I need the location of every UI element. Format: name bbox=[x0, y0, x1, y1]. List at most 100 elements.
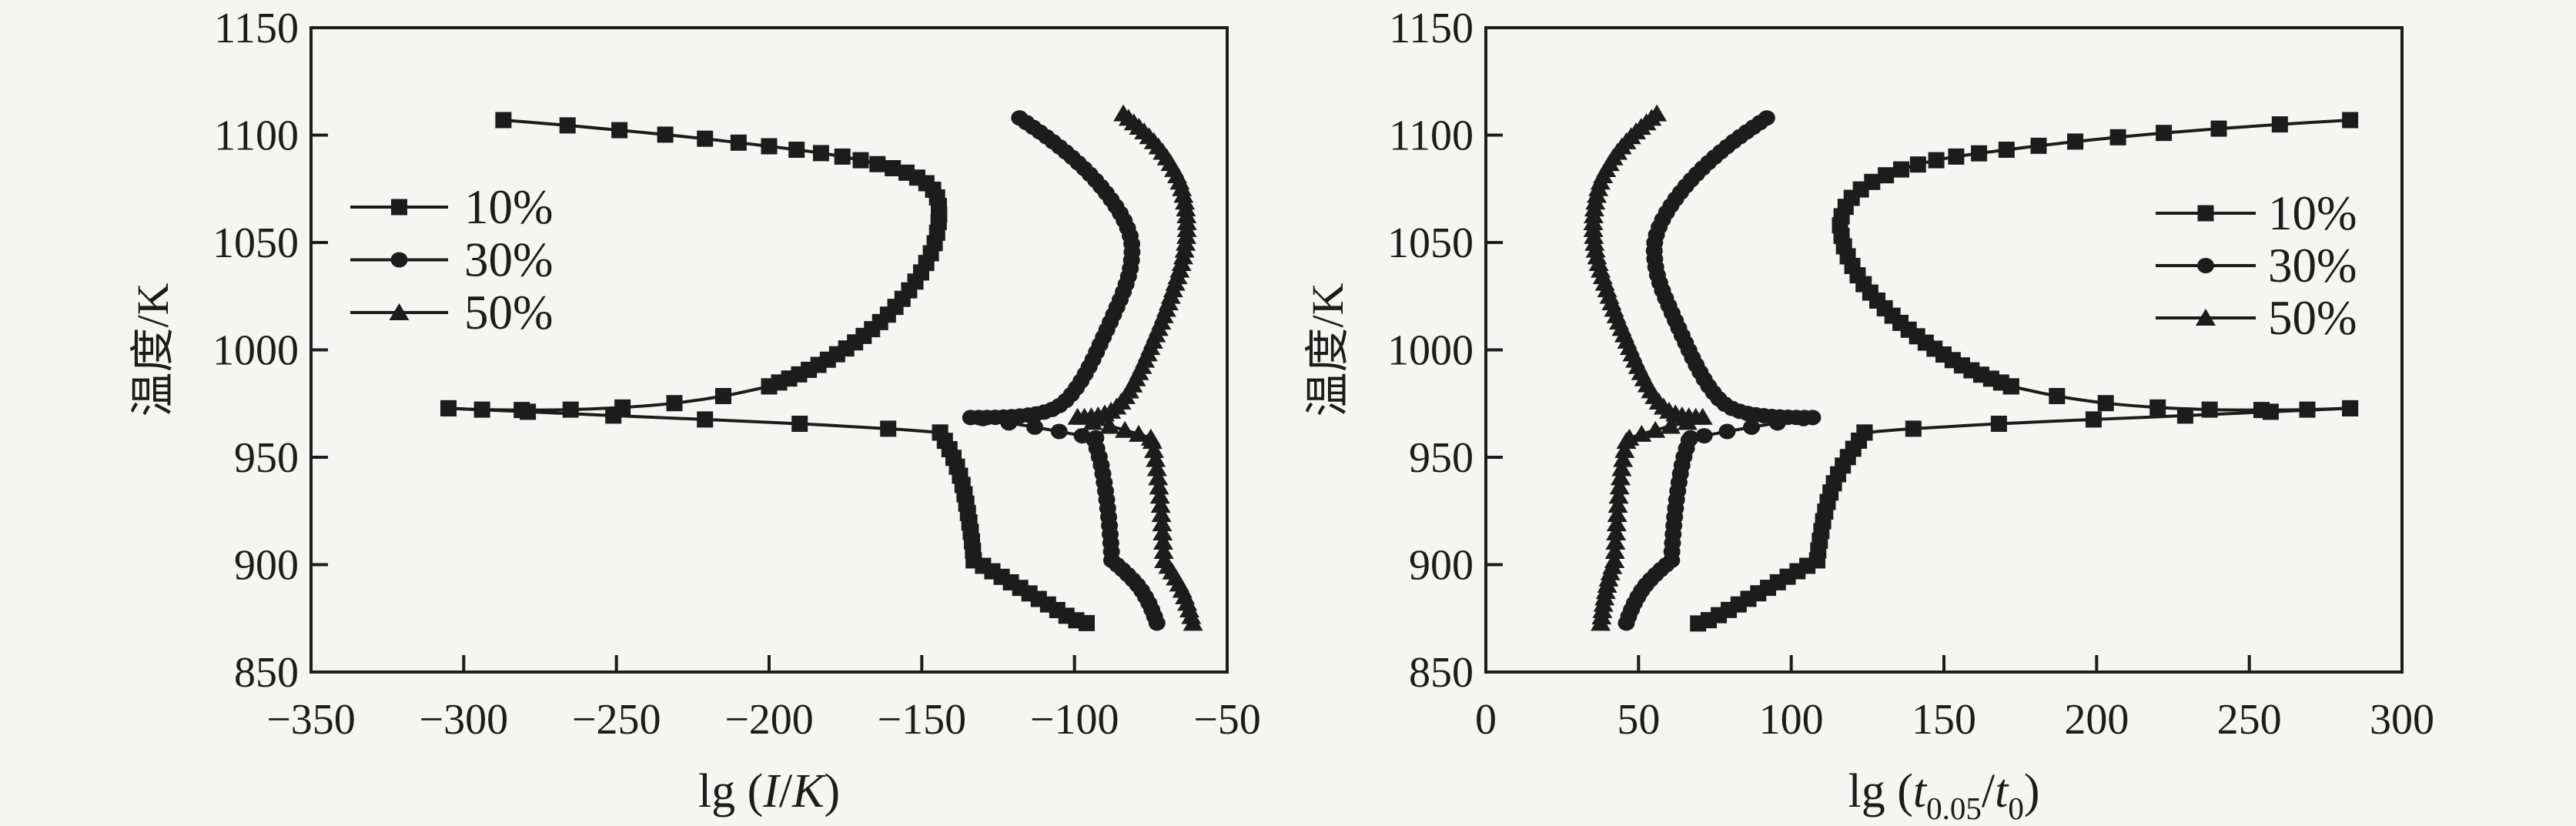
y-tick-label: 1100 bbox=[1389, 112, 1474, 160]
triangle-marker bbox=[1146, 459, 1167, 477]
triangle-marker bbox=[1607, 496, 1628, 513]
square-marker bbox=[788, 142, 805, 158]
square-marker bbox=[1971, 145, 1988, 162]
triangle-marker bbox=[1591, 614, 1611, 631]
triangle-marker bbox=[1609, 477, 1630, 495]
y-tick-label: 900 bbox=[234, 542, 299, 590]
triangle-marker bbox=[1584, 233, 1605, 251]
triangle-marker bbox=[1151, 505, 1172, 523]
triangle-marker bbox=[1149, 477, 1169, 495]
triangle-marker bbox=[1146, 450, 1166, 467]
x-tick-label: 100 bbox=[1759, 696, 1824, 744]
x-tick-label: −350 bbox=[266, 696, 356, 744]
y-tick-label: 1050 bbox=[212, 219, 299, 267]
square-marker bbox=[791, 416, 808, 432]
square-marker bbox=[2156, 125, 2173, 142]
y-tick-label: 850 bbox=[1409, 649, 1474, 697]
triangle-marker bbox=[1585, 240, 1606, 258]
circle-marker bbox=[1618, 615, 1635, 631]
triangle-marker bbox=[1692, 407, 1713, 425]
triangle-marker bbox=[1175, 192, 1196, 210]
x-tick-label: −250 bbox=[572, 696, 661, 744]
square-marker bbox=[880, 420, 897, 437]
series-30% bbox=[1618, 110, 1822, 631]
square-marker bbox=[1893, 161, 1909, 178]
square-marker bbox=[2197, 205, 2214, 222]
triangle-marker bbox=[1587, 186, 1607, 203]
triangle-marker bbox=[1183, 614, 1203, 631]
square-marker bbox=[852, 152, 869, 169]
triangle-marker bbox=[1613, 450, 1634, 467]
triangle-marker bbox=[1645, 420, 1666, 438]
square-marker bbox=[761, 138, 778, 155]
triangle-marker bbox=[1142, 432, 1163, 450]
circle-marker bbox=[2197, 258, 2214, 273]
legend-item-50%: 50% bbox=[2156, 291, 2357, 345]
y-tick-label: 1000 bbox=[1387, 327, 1474, 375]
square-marker bbox=[1909, 156, 1926, 173]
square-marker bbox=[2176, 407, 2193, 424]
triangle-marker bbox=[1115, 420, 1136, 438]
legend-label: 50% bbox=[464, 286, 553, 339]
square-marker bbox=[1990, 416, 2007, 432]
square-marker bbox=[1905, 420, 1922, 437]
x-axis-title: lg (t0.05/t0) bbox=[1848, 765, 2040, 826]
square-marker bbox=[611, 122, 628, 139]
y-tick-label: 950 bbox=[234, 434, 299, 482]
square-marker bbox=[666, 395, 683, 412]
legend-item-30%: 30% bbox=[350, 233, 553, 287]
triangle-marker bbox=[1610, 468, 1631, 486]
triangle-marker bbox=[2196, 309, 2216, 326]
triangle-marker bbox=[1129, 424, 1149, 442]
series-30% bbox=[962, 110, 1166, 631]
square-marker bbox=[812, 145, 829, 162]
legend-label: 50% bbox=[2268, 291, 2357, 345]
triangle-marker bbox=[1067, 407, 1088, 425]
square-marker bbox=[2085, 411, 2102, 428]
square-marker bbox=[391, 199, 407, 216]
square-marker bbox=[2342, 112, 2359, 129]
x-tick-label: −100 bbox=[1030, 696, 1119, 744]
circle-marker bbox=[1000, 415, 1018, 431]
x-tick-label: −300 bbox=[420, 696, 509, 744]
y-tick-label: 1150 bbox=[214, 5, 299, 52]
square-marker bbox=[2149, 399, 2166, 416]
triangle-marker bbox=[1631, 424, 1652, 442]
triangle-marker bbox=[1176, 233, 1196, 251]
chart-left: −350 −300 −250 −200 −150 −100 −50 850 900 950 1000… bbox=[128, 5, 1261, 818]
x-tick-label: 0 bbox=[1475, 696, 1497, 744]
square-marker bbox=[761, 378, 778, 395]
circle-marker bbox=[1026, 419, 1044, 435]
square-marker bbox=[1079, 614, 1095, 631]
x-axis-title: lg (I/K) bbox=[698, 765, 840, 818]
x-tick-label: 300 bbox=[2370, 696, 2434, 744]
triangle-marker bbox=[1174, 240, 1195, 258]
x-tick-label: 250 bbox=[2217, 696, 2282, 744]
triangle-marker bbox=[1153, 523, 1173, 541]
legend: 10%30%50% bbox=[2156, 186, 2357, 345]
square-marker bbox=[834, 148, 851, 165]
square-marker bbox=[2109, 129, 2126, 145]
series-50% bbox=[1583, 104, 1713, 631]
y-tick-label: 1050 bbox=[1387, 219, 1474, 267]
series-10% bbox=[440, 112, 1095, 631]
circle-marker bbox=[1795, 410, 1812, 426]
circle-marker bbox=[1743, 419, 1761, 435]
circle-marker bbox=[1695, 428, 1713, 444]
triangle-marker bbox=[1585, 192, 1606, 210]
circle-marker bbox=[1050, 423, 1068, 440]
series-10% bbox=[1690, 112, 2359, 632]
x-tick-label: 150 bbox=[1912, 696, 1976, 744]
series-line bbox=[768, 222, 941, 388]
square-marker bbox=[2002, 378, 2019, 395]
square-marker bbox=[1998, 142, 2015, 158]
square-marker bbox=[2342, 400, 2359, 416]
square-marker bbox=[2271, 116, 2288, 133]
x-tick-label: −150 bbox=[878, 696, 967, 744]
legend: 10%30%50% bbox=[350, 180, 553, 339]
square-marker bbox=[2030, 137, 2047, 154]
triangle-marker bbox=[1608, 487, 1629, 504]
y-axis-title: 温度/K bbox=[1303, 283, 1353, 416]
square-marker bbox=[657, 126, 674, 143]
